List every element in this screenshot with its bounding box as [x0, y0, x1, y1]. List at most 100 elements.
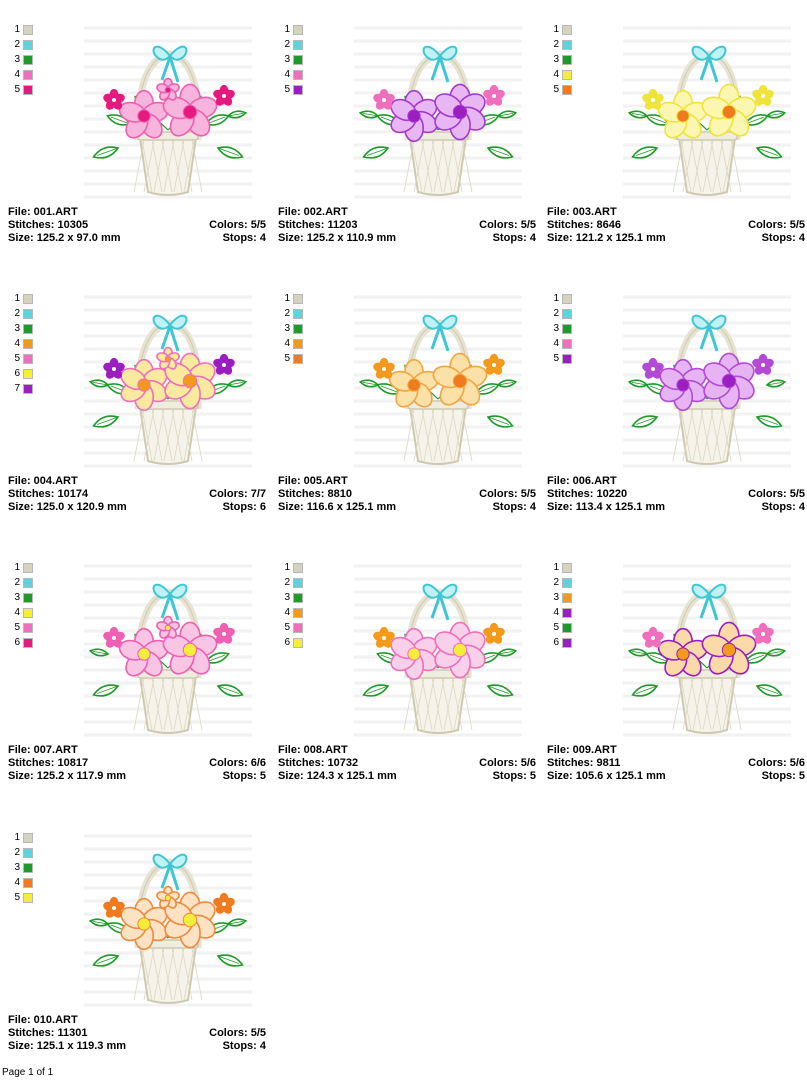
flower-right	[434, 621, 486, 679]
design-info: File: 003.ART Stitches: 8646 Colors: 5/5 Si…	[547, 206, 805, 245]
color-swatch-row: 4	[12, 336, 33, 351]
flower-left	[118, 89, 170, 139]
flower-right	[162, 621, 218, 675]
embroidery-preview	[617, 20, 797, 206]
design-card: 1 2 3 4 5 File: 002.ART Stitches: 11203 Colors:…	[278, 18, 540, 273]
color-index: 1	[284, 561, 290, 573]
design-size: Size: 124.3 x 125.1 mm	[278, 770, 397, 782]
flower-bud	[103, 626, 125, 648]
color-palette: 1 2 3 4 5 6	[551, 560, 572, 650]
color-swatch-row: 5	[282, 351, 303, 366]
color-palette: 1 2 3 4 5	[282, 291, 303, 366]
flower-left	[390, 89, 438, 143]
color-swatch	[23, 323, 33, 334]
color-swatch-row: 5	[12, 620, 33, 635]
design-info: File: 009.ART Stitches: 9811 Colors: 5/6 Si…	[547, 744, 805, 783]
flower-left	[657, 89, 709, 139]
color-palette: 1 2 3 4 5	[12, 830, 33, 905]
color-swatch-row: 5	[551, 620, 572, 635]
stitch-count: Stitches: 11301	[8, 1027, 88, 1039]
color-index: 4	[284, 68, 290, 80]
color-index: 3	[553, 322, 559, 334]
ribbon-bow	[691, 314, 727, 352]
file-name: File: 003.ART	[547, 206, 617, 218]
color-swatch-row: 6	[551, 635, 572, 650]
color-swatch	[293, 308, 303, 319]
stop-count: Stops: 4	[492, 232, 536, 244]
color-swatch	[293, 24, 303, 35]
design-info: File: 005.ART Stitches: 8810 Colors: 5/5 Si…	[278, 475, 536, 514]
color-index: 4	[284, 606, 290, 618]
flower-bud	[752, 622, 774, 644]
color-swatch	[562, 622, 572, 633]
color-index: 3	[14, 861, 20, 873]
color-swatch-row: 3	[282, 590, 303, 605]
flower-bud	[642, 88, 664, 110]
color-swatch	[23, 368, 33, 379]
flower-left	[120, 897, 168, 951]
color-count: Colors: 7/7	[209, 488, 266, 500]
design-card: 1 2 3 4 5 6 File: 008.ART Stitches: 10732 Colors…	[278, 556, 540, 811]
color-swatch-row: 4	[551, 67, 572, 82]
color-swatch	[293, 607, 303, 618]
color-index: 6	[284, 636, 290, 648]
flower-bud	[103, 357, 125, 379]
color-swatch-row: 2	[551, 306, 572, 321]
color-index: 5	[14, 891, 20, 903]
flower-top	[156, 77, 180, 101]
flower-right	[432, 352, 488, 406]
color-palette: 1 2 3 4 5	[282, 22, 303, 97]
color-swatch-row: 1	[551, 291, 572, 306]
flower-right	[162, 83, 218, 137]
design-card: 1 2 3 4 5 File: 005.ART Stitches: 8810 Colors: …	[278, 287, 540, 542]
color-index: 4	[553, 68, 559, 80]
color-index: 1	[553, 292, 559, 304]
color-swatch	[562, 323, 572, 334]
color-swatch	[23, 877, 33, 888]
color-swatch	[23, 293, 33, 304]
flower-bud	[642, 357, 664, 379]
embroidery-preview	[617, 558, 797, 744]
color-swatch-row: 6	[12, 366, 33, 381]
file-name: File: 002.ART	[278, 206, 348, 218]
color-swatch	[293, 39, 303, 50]
color-swatch-row: 2	[12, 575, 33, 590]
color-index: 1	[14, 292, 20, 304]
flower-bud	[103, 88, 125, 110]
stop-count: Stops: 4	[222, 232, 266, 244]
flower-bud	[752, 353, 774, 375]
file-name: File: 009.ART	[547, 744, 617, 756]
ribbon-bow	[152, 314, 188, 352]
color-swatch-row: 4	[282, 605, 303, 620]
file-name: File: 006.ART	[547, 475, 617, 487]
basket	[672, 669, 742, 734]
color-index: 1	[14, 23, 20, 35]
color-index: 1	[553, 561, 559, 573]
color-swatch	[562, 69, 572, 80]
design-size: Size: 125.1 x 119.3 mm	[8, 1040, 127, 1052]
color-swatch	[23, 69, 33, 80]
stop-count: Stops: 6	[222, 501, 266, 513]
color-swatch	[293, 54, 303, 65]
color-index: 4	[553, 606, 559, 618]
color-index: 4	[14, 876, 20, 888]
stitch-count: Stitches: 10732	[278, 757, 359, 769]
color-swatch	[562, 54, 572, 65]
color-index: 2	[553, 576, 559, 588]
color-index: 2	[553, 38, 559, 50]
flower-left	[120, 358, 168, 412]
design-card: 1 2 3 4 5 File: 006.ART Stitches: 10220 Colors:…	[547, 287, 807, 542]
flower-left	[657, 627, 709, 677]
stop-count: Stops: 5	[222, 770, 266, 782]
color-index: 5	[14, 83, 20, 95]
color-swatch-row: 6	[12, 635, 33, 650]
color-swatch	[23, 862, 33, 873]
color-count: Colors: 5/5	[209, 219, 266, 231]
embroidery-preview	[348, 558, 528, 744]
embroidery-preview	[617, 289, 797, 475]
embroidery-preview	[78, 558, 258, 744]
color-swatch-row: 2	[282, 575, 303, 590]
color-swatch-row: 5	[12, 351, 33, 366]
color-swatch-row: 2	[12, 845, 33, 860]
color-swatch-row: 3	[282, 52, 303, 67]
